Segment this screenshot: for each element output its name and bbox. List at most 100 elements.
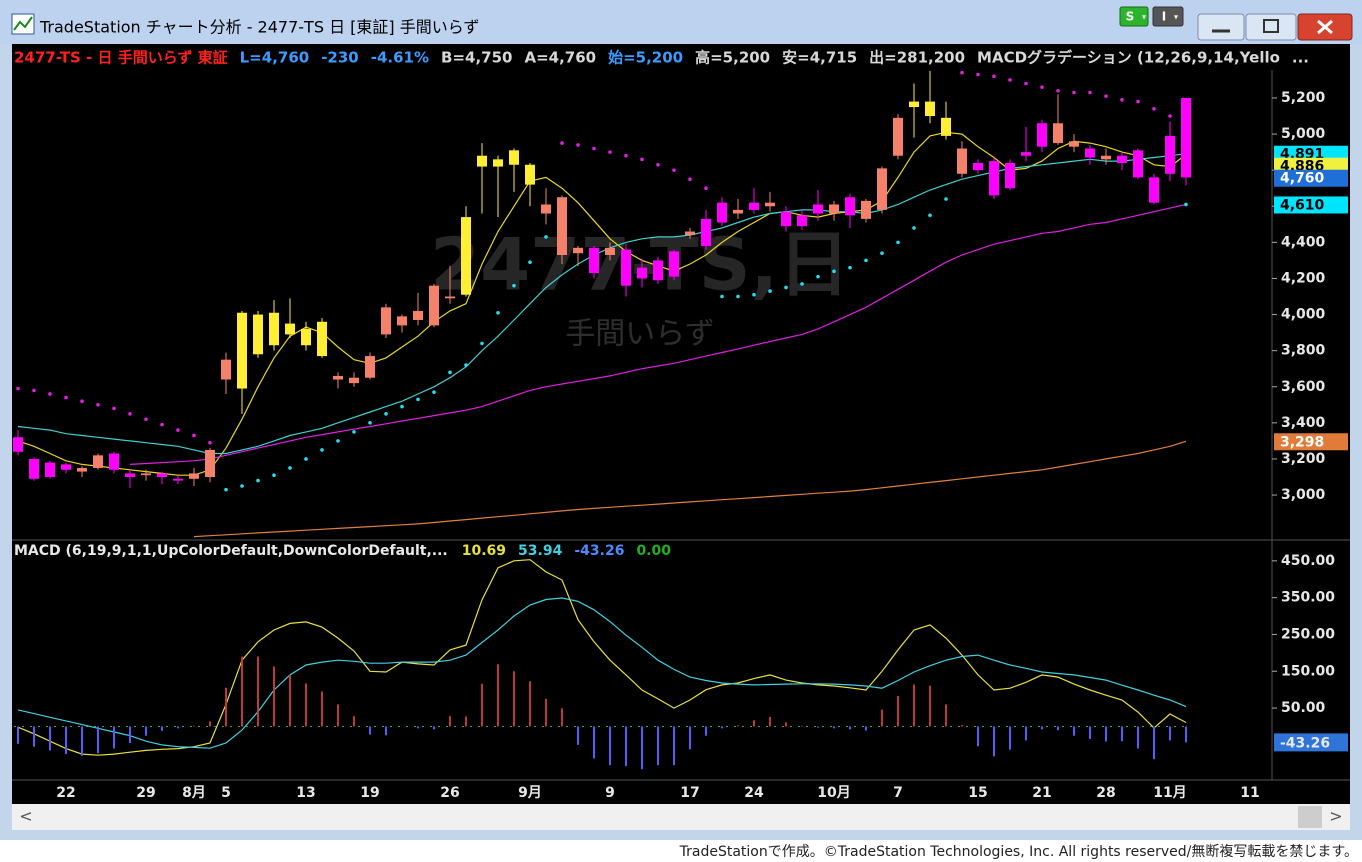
maximize-icon[interactable] <box>1263 19 1279 33</box>
histogram-bar <box>1185 726 1187 743</box>
histogram-bar <box>65 726 67 755</box>
i-button[interactable] <box>1152 6 1184 27</box>
candle-body <box>301 328 311 346</box>
candle-body <box>13 437 23 452</box>
candle-body <box>221 359 231 380</box>
info-item: 出=281,200 <box>869 49 965 67</box>
histogram-bar <box>897 695 899 727</box>
histogram-bar <box>241 656 243 727</box>
histogram-bar <box>1089 726 1091 739</box>
info-item: 始=5,200 <box>608 49 683 67</box>
sar-dot <box>1072 90 1076 95</box>
x-tick-label: 28 <box>1096 785 1115 801</box>
sar-dot <box>944 197 948 201</box>
macd-value: 53.94 <box>518 543 563 559</box>
price-pane <box>13 70 1191 538</box>
x-tick-label: 19 <box>360 785 379 801</box>
macd-line <box>17 597 1187 749</box>
candle-body <box>349 377 359 384</box>
histogram-bar <box>865 726 867 731</box>
sar-dot <box>448 370 452 375</box>
x-tick-label: 22 <box>56 785 75 801</box>
candle-body <box>973 162 983 171</box>
sar-dot <box>1104 94 1108 98</box>
scroll-thumb[interactable] <box>1298 806 1322 828</box>
candle-body <box>1005 162 1015 189</box>
histogram-bar <box>849 726 851 730</box>
moving-average <box>129 203 1187 465</box>
histogram-bar <box>273 666 275 727</box>
candle-body <box>317 321 327 357</box>
candle-body <box>237 312 247 389</box>
histogram-bar <box>577 726 579 745</box>
i-button-label[interactable]: I <box>1162 10 1166 24</box>
histogram-bar <box>481 683 483 727</box>
scrollbar[interactable] <box>12 804 1350 830</box>
minimize-button[interactable] <box>1197 13 1245 41</box>
sar-dot <box>80 399 84 403</box>
scroll-right[interactable]: > <box>1329 807 1342 826</box>
sar-dot <box>352 430 356 434</box>
histogram-bar <box>1057 726 1059 731</box>
sar-dot <box>1024 81 1028 86</box>
histogram-bar <box>881 709 883 727</box>
candle-body <box>877 168 887 210</box>
macd-line <box>17 559 1187 756</box>
histogram-bar <box>353 716 355 727</box>
candle-body <box>573 247 583 254</box>
histogram-bar <box>721 726 723 729</box>
sar-dot <box>224 487 228 492</box>
histogram-bar <box>513 671 515 727</box>
candle-body <box>893 117 903 156</box>
sar-dot <box>336 439 340 443</box>
histogram-bar <box>705 726 707 736</box>
footer: TradeStationで作成。©TradeStation Technologi… <box>679 843 1358 860</box>
histogram-bar <box>289 674 291 727</box>
histogram-bar <box>385 726 387 736</box>
candle-body <box>1149 177 1159 203</box>
sar-dot <box>848 265 852 270</box>
sar-dot <box>272 473 276 477</box>
histogram-bar <box>737 725 739 727</box>
s-button-arrow[interactable]: ▾ <box>1142 13 1146 22</box>
sar-dot <box>240 484 244 488</box>
candle-body <box>333 375 343 380</box>
sar-dot <box>480 341 484 346</box>
x-tick-label: 7 <box>893 785 903 801</box>
scroll-left[interactable]: < <box>19 807 32 826</box>
s-button-label[interactable]: S <box>1126 10 1135 24</box>
candle-body <box>925 101 935 117</box>
sar-dot <box>160 422 164 427</box>
histogram-bar <box>1105 726 1107 742</box>
candle-body <box>525 164 535 185</box>
maximize-button[interactable] <box>1245 13 1297 41</box>
candle-body <box>845 197 855 216</box>
sar-dot <box>544 235 548 239</box>
y-tick-label: 3,200 <box>1281 451 1326 467</box>
histogram-bar <box>657 726 659 766</box>
candle-body <box>989 161 999 196</box>
sar-dot <box>112 406 116 411</box>
candle-body <box>861 200 871 219</box>
candle-body <box>509 150 519 165</box>
macd-value: -43.26 <box>574 543 624 559</box>
candle-body <box>189 473 199 479</box>
histogram-bar <box>561 708 563 727</box>
candle-body <box>957 148 967 174</box>
s-button[interactable] <box>1119 6 1149 27</box>
macd-marker <box>1274 733 1348 752</box>
sar-dot <box>576 143 580 147</box>
x-tick-label: 24 <box>744 785 764 801</box>
sar-dot <box>32 388 36 393</box>
histogram-bar <box>641 726 643 770</box>
sar-dot <box>512 283 516 288</box>
x-tick-label: 9月 <box>518 785 542 801</box>
i-button-arrow[interactable]: ▾ <box>1174 13 1178 22</box>
close-icon[interactable] <box>1317 19 1333 35</box>
candle-body <box>381 307 391 335</box>
price-marker-label: 3,298 <box>1280 434 1324 450</box>
sar-dot <box>656 162 660 167</box>
price-marker-label: 4,760 <box>1280 171 1325 187</box>
sar-dot <box>1184 202 1188 207</box>
sar-dot <box>896 240 900 245</box>
